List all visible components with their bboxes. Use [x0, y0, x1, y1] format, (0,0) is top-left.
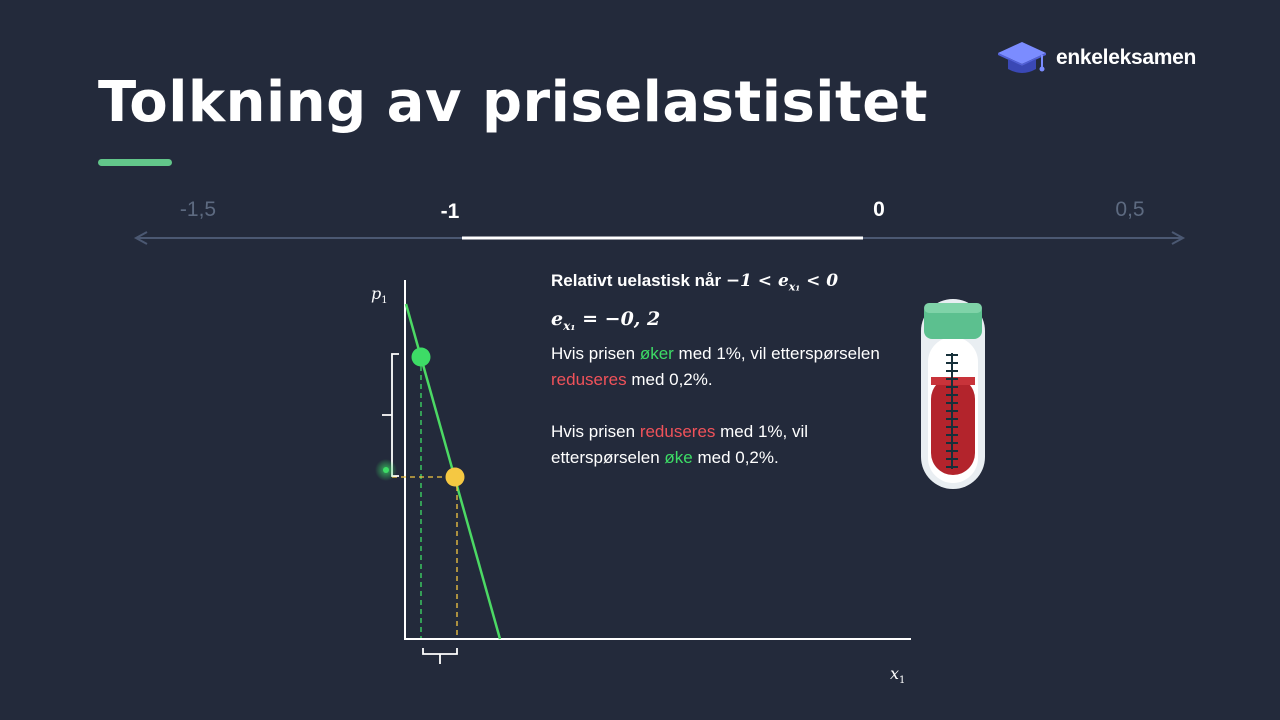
y-axis-label: p1 — [371, 284, 388, 307]
quantity-change-bracket — [422, 648, 458, 664]
green-point — [411, 347, 431, 367]
x-axis-label: x1 — [890, 664, 906, 687]
elasticity-condition: Relativt uelastisk når −1 < ex₁ < 0 — [551, 271, 839, 294]
scale-tick-label: 0,5 — [1115, 198, 1145, 221]
scale-arrow-left — [133, 231, 148, 245]
graduation-cap-icon — [998, 42, 1046, 73]
price-change-bracket — [382, 353, 399, 477]
title-accent-bar — [98, 159, 172, 166]
scale-arrow-right — [1171, 231, 1186, 245]
scale-tick-label: 0 — [873, 198, 885, 221]
scale-tick-label: -1 — [440, 200, 460, 223]
yellow-point — [445, 467, 465, 487]
test-tube-icon — [921, 299, 985, 489]
price-increase-text: Hvis prisen øker med 1%, vil etterspørse… — [551, 344, 880, 390]
brand-logo[interactable]: enkeleksamen — [996, 38, 1196, 78]
price-decrease-text: Hvis prisen reduseres med 1%, vil etters… — [551, 422, 809, 468]
price-marker — [383, 467, 389, 473]
elasticity-value: ex₁ = −0, 2 — [551, 308, 661, 334]
scale-tick-label: -1,5 — [179, 198, 217, 221]
page-title: Tolkning av priselastisitet — [98, 70, 929, 135]
info-panel: Relativt uelastisk når −1 < ex₁ < 0 ex₁ … — [551, 268, 881, 471]
logo-text: enkeleksamen — [1056, 46, 1196, 69]
